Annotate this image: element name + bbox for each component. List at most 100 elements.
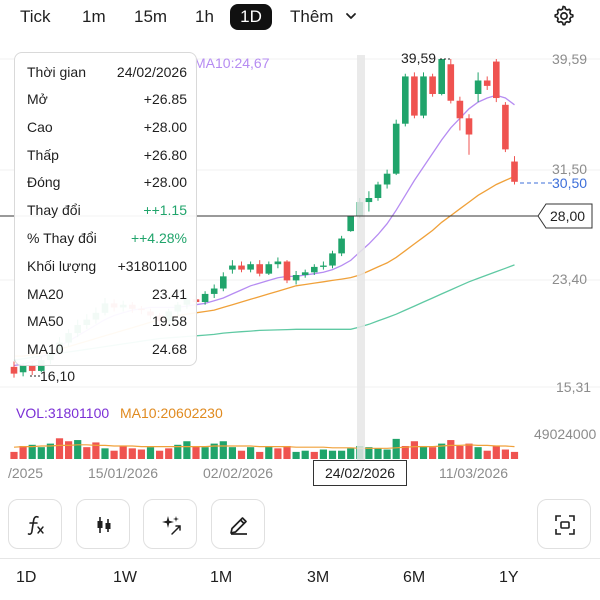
candle[interactable] (220, 272, 227, 292)
candle[interactable] (474, 72, 482, 103)
selected-date-label: 24/02/2026 (313, 460, 407, 486)
candle[interactable] (238, 261, 245, 273)
tooltip-row-low: Thấp +26.80 (27, 144, 187, 166)
candle[interactable] (283, 260, 291, 284)
tooltip-row-open: Mở +26.85 (27, 88, 187, 110)
timeframe-15m[interactable]: 15m (134, 7, 168, 26)
candle[interactable] (256, 260, 263, 277)
volume-bar (37, 447, 45, 459)
candle[interactable] (329, 250, 336, 269)
candle[interactable] (502, 102, 509, 153)
range-3m[interactable]: 3M (307, 569, 330, 586)
candle-body (456, 100, 464, 119)
candle[interactable] (338, 235, 345, 257)
gear-icon[interactable] (553, 5, 575, 27)
candle[interactable] (493, 59, 500, 103)
candle[interactable] (265, 261, 273, 276)
chart-type-button[interactable] (76, 499, 130, 549)
volume-bar (474, 447, 482, 459)
timeframe-1d[interactable]: 1D (230, 4, 272, 30)
candle[interactable] (10, 361, 18, 378)
volume-bar (55, 438, 64, 459)
volume-bar (392, 438, 400, 459)
candle-body (301, 272, 309, 276)
volume-bar (256, 451, 264, 459)
tooltip-value: 24/02/2026 (116, 64, 187, 80)
chevron-down-icon[interactable] (344, 9, 358, 23)
min-price-label: 16,10 (40, 368, 75, 384)
candle-body (265, 264, 273, 274)
smart-tools-button[interactable] (143, 499, 197, 549)
tooltip-key: Thay đổi (27, 202, 81, 218)
range-6m[interactable]: 6M (403, 569, 426, 586)
volume-max-label: 49024000 (534, 426, 597, 442)
volume-bar (46, 443, 54, 459)
candle[interactable] (438, 59, 445, 96)
volume-bar (28, 444, 36, 459)
volume-bar (347, 448, 355, 459)
candle[interactable] (511, 156, 518, 185)
range-1y[interactable]: 1Y (499, 569, 519, 586)
draw-button[interactable] (211, 499, 265, 549)
candle[interactable] (311, 264, 318, 276)
candle[interactable] (465, 114, 473, 155)
candle[interactable] (383, 169, 391, 189)
volume-bar (438, 443, 446, 459)
timeframe-1h[interactable]: 1h (195, 7, 214, 26)
candle[interactable] (447, 59, 455, 104)
more-timeframes-button[interactable]: Thêm (290, 7, 334, 26)
candle-body (429, 76, 436, 94)
candle[interactable] (320, 261, 327, 270)
candle[interactable] (374, 181, 382, 201)
candle[interactable] (210, 284, 218, 298)
candle[interactable] (201, 291, 209, 305)
volume-bar (501, 449, 509, 459)
volume-bar (447, 440, 455, 459)
volume-bar (201, 447, 209, 459)
range-1d[interactable]: 1D (16, 569, 37, 586)
volume-bar (165, 448, 173, 459)
indicator-button[interactable] (8, 499, 62, 549)
candle[interactable] (292, 270, 300, 285)
candle-body (247, 264, 254, 270)
candle-body (229, 265, 236, 270)
candlestick-icon (97, 517, 111, 533)
tooltip-value: 19.58 (151, 313, 187, 329)
volume-bar (401, 445, 409, 459)
candle-body (220, 276, 227, 289)
fullscreen-button[interactable] (537, 499, 591, 549)
candle[interactable] (247, 261, 254, 273)
candle[interactable] (456, 96, 464, 131)
candle[interactable] (420, 72, 427, 119)
candle[interactable] (274, 257, 282, 269)
tooltip-key: MA20 (27, 286, 64, 302)
candle[interactable] (347, 215, 354, 232)
volume-bar (319, 449, 327, 459)
tooltip-row-ma10: MA10 24.68 (27, 338, 187, 360)
candle[interactable] (402, 73, 409, 127)
tooltip-key: Cao (27, 119, 53, 135)
tooltip-value: 24.68 (151, 341, 187, 357)
volume-bar (183, 441, 191, 459)
timeframe-1m[interactable]: 1m (82, 7, 106, 26)
candle-body (493, 61, 500, 99)
tooltip-row-high: Cao +28.00 (27, 116, 187, 138)
range-1m[interactable]: 1M (210, 569, 233, 586)
range-1w[interactable]: 1W (113, 569, 137, 586)
candle-body (338, 238, 345, 254)
candle[interactable] (365, 191, 373, 212)
timeframe-tick[interactable]: Tick (20, 7, 51, 26)
candle-body (311, 266, 318, 273)
volume-bar (328, 450, 337, 459)
candle[interactable] (392, 119, 400, 176)
tooltip-value: +28.00 (143, 119, 187, 135)
candle-body (329, 253, 336, 266)
candle[interactable] (229, 260, 236, 274)
max-price-label: 39,59 (401, 50, 436, 66)
candle[interactable] (301, 269, 309, 278)
candle[interactable] (429, 73, 436, 97)
candle[interactable] (411, 72, 418, 119)
volume-bar (74, 440, 82, 459)
candle[interactable] (483, 76, 491, 90)
tooltip-key: Đóng (27, 174, 61, 190)
